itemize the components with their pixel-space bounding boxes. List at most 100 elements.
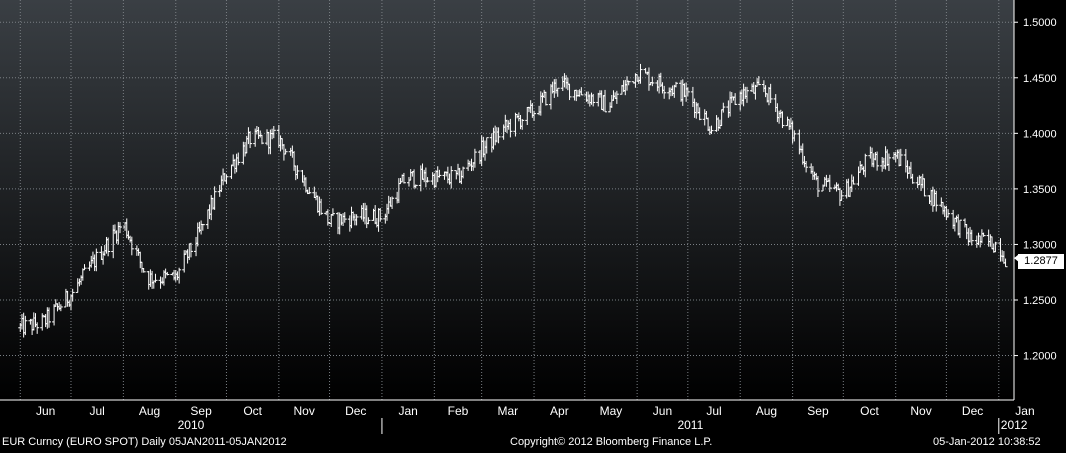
last-price-badge: 1.2877 — [1018, 254, 1064, 269]
timestamp: 05-Jan-2012 10:38:52 — [933, 436, 1041, 448]
ohlc-bar — [756, 76, 761, 86]
ohlc-bar — [532, 110, 537, 121]
ohlc-bar — [650, 76, 655, 87]
ohlc-bar — [638, 63, 643, 84]
ohlc-bar — [224, 174, 229, 185]
ohlc-bar — [815, 175, 820, 197]
x-tick-label: Jan — [398, 404, 417, 418]
ohlc-bar — [520, 118, 525, 130]
ohlc-bar — [579, 87, 584, 96]
ohlc-bar — [35, 322, 40, 334]
plot-background — [0, 0, 1014, 400]
ohlc-bar — [674, 81, 678, 88]
ohlc-bar — [461, 166, 466, 179]
ohlc-bar — [780, 111, 785, 129]
ohlc-bar — [413, 184, 418, 189]
ohlc-bar — [709, 125, 714, 135]
x-tick-label: Jun — [36, 404, 55, 418]
ohlc-bar — [259, 134, 264, 145]
y-tick-label: 1.3500 — [1023, 184, 1057, 196]
gridlines — [0, 0, 1014, 400]
ohlc-bar — [106, 237, 111, 257]
ohlc-bar — [188, 242, 193, 258]
ohlc-bar — [555, 87, 560, 97]
ohlc-bar — [236, 152, 241, 166]
ohlc-bar — [271, 125, 276, 139]
ohlc-bar — [248, 131, 253, 149]
ohlc-bar — [449, 166, 454, 189]
ohlc-bar — [141, 267, 146, 273]
ohlc-bar — [685, 87, 690, 97]
ohlc-bar — [910, 173, 915, 184]
ohlc-bar — [804, 161, 809, 173]
ohlc-bar — [307, 187, 312, 195]
ohlc-bar — [934, 190, 939, 212]
x-tick-label: Jul — [706, 404, 721, 418]
price-bars — [18, 63, 1008, 338]
y-tick-label: 1.3000 — [1023, 239, 1057, 251]
ohlc-bar — [733, 93, 738, 105]
ohlc-bar — [721, 102, 726, 113]
x-tick-label: Feb — [448, 404, 469, 418]
ohlc-bar — [969, 229, 974, 246]
ohlc-bar — [283, 148, 288, 155]
ohlc-bar — [567, 83, 572, 101]
x-tick-label: Aug — [139, 404, 160, 418]
year-label: 2010 — [178, 418, 205, 432]
ohlc-bar — [863, 153, 868, 178]
ohlc-bar — [496, 127, 501, 144]
x-tick-label: Sep — [190, 404, 212, 418]
ohlc-bar — [744, 86, 749, 103]
y-tick-label: 1.2500 — [1023, 295, 1057, 307]
ohlc-bar — [839, 190, 844, 201]
year-label: 2012 — [1001, 418, 1028, 432]
ohlc-bar — [295, 165, 300, 179]
x-tick-label: Dec — [962, 404, 983, 418]
y-tick-label: 1.4000 — [1023, 128, 1057, 140]
ohlc-bar — [1003, 258, 1008, 268]
ohlc-bar — [508, 118, 513, 138]
ohlc-bar — [768, 83, 773, 104]
year-label: 2011 — [677, 418, 703, 432]
ohlc-bar — [177, 267, 182, 284]
ohlc-bar — [70, 288, 75, 302]
ohlc-bar — [58, 304, 63, 312]
ohlc-bar — [614, 90, 619, 104]
copyright-notice: Copyright© 2012 Bloomberg Finance L.P. — [510, 436, 713, 448]
x-tick-label: Nov — [910, 404, 931, 418]
ohlc-bar — [94, 248, 99, 272]
x-tick-label: Jan — [1015, 404, 1034, 418]
ohlc-bar — [366, 217, 371, 225]
y-tick-label: 1.2000 — [1023, 351, 1057, 363]
ohlc-bar — [165, 271, 170, 276]
ohlc-bar — [543, 91, 548, 106]
x-tick-label: Jun — [653, 404, 672, 418]
ohlc-bar — [82, 264, 87, 271]
ohlc-bar — [981, 232, 986, 237]
ohlc-bar — [200, 223, 205, 231]
x-tick-label: Oct — [860, 404, 879, 418]
ohlc-bar — [886, 153, 891, 171]
ohlc-bar — [875, 151, 880, 171]
x-tick-label: Nov — [294, 404, 315, 418]
ohlc-bar — [378, 208, 383, 222]
x-tick-label: Aug — [756, 404, 777, 418]
ohlc-bar — [23, 315, 28, 336]
ohlc-bar — [153, 273, 158, 283]
ohlc-bar — [212, 186, 217, 210]
ohlc-bar — [117, 222, 122, 234]
ohlc-bar — [472, 148, 477, 168]
ohlc-bar — [342, 212, 347, 223]
ohlc-bar — [898, 148, 903, 166]
ohlc-bar — [993, 241, 998, 253]
ohlc-bar — [354, 214, 359, 226]
x-tick-label: Jul — [90, 404, 105, 418]
ohlc-bar — [662, 85, 667, 99]
ohlc-bar — [129, 236, 134, 256]
x-tick-label: Dec — [345, 404, 366, 418]
ohlc-bar — [603, 89, 608, 113]
ohlc-bar — [827, 174, 832, 193]
ohlc-bar — [330, 208, 335, 216]
